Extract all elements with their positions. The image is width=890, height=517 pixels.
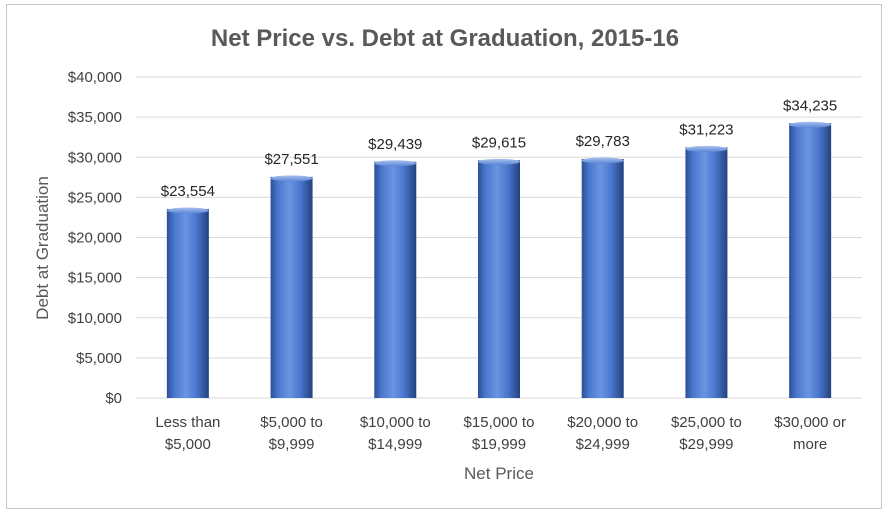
data-label: $27,551 (264, 151, 318, 168)
category-label-line: $5,000 (165, 436, 211, 453)
category-label-line: $29,999 (679, 436, 733, 453)
category-label-line: $24,999 (576, 436, 630, 453)
y-tick-label: $40,000 (68, 69, 122, 86)
category-label-line: $15,000 to (464, 414, 535, 431)
data-labels: $23,554 $27,551 $29,439 $29,615 $29,783 $31,2… (161, 97, 838, 200)
category-label-line: $5,000 to (260, 414, 323, 431)
y-tick-label: $25,000 (68, 189, 122, 206)
bar-cap (581, 157, 624, 164)
data-label: $34,235 (783, 97, 837, 114)
category-label: $20,000 to $24,999 (567, 414, 638, 453)
category-label: $25,000 to $29,999 (671, 414, 742, 453)
bar (581, 157, 624, 398)
data-label: $23,554 (161, 183, 215, 200)
category-label-line: $10,000 to (360, 414, 431, 431)
bar-body (581, 158, 624, 398)
x-axis-categories: Less than $5,000 $5,000 to $9,999 $10,000 to… (155, 414, 846, 453)
bar-body (685, 147, 728, 398)
category-label: Less than $5,000 (155, 414, 220, 453)
chart-frame (6, 4, 882, 509)
bar-cap (166, 207, 209, 214)
y-tick-label: $0 (105, 390, 122, 407)
bar-cap (789, 121, 832, 128)
bar-cap (270, 175, 313, 182)
category-label-line: $30,000 or (774, 414, 846, 431)
y-tick-label: $35,000 (68, 109, 122, 126)
category-label: $10,000 to $14,999 (360, 414, 431, 453)
bar-cap (374, 160, 417, 167)
bar (789, 121, 832, 398)
category-label-line: $20,000 to (567, 414, 638, 431)
bar (685, 145, 728, 398)
y-axis-ticks: $0 $5,000 $10,000 $15,000 $20,000 $25,000 $30,… (68, 69, 122, 407)
bar-body (374, 161, 417, 398)
bars (166, 121, 832, 398)
category-label: $5,000 to $9,999 (260, 414, 323, 453)
chart-title: Net Price vs. Debt at Graduation, 2015-1… (211, 25, 679, 52)
category-label-line: $9,999 (269, 436, 315, 453)
category-label-line: more (793, 436, 827, 453)
bar-body (789, 123, 832, 398)
category-label-line: Less than (155, 414, 220, 431)
bar-cap (478, 158, 520, 165)
bar-body (270, 176, 313, 398)
bar (478, 158, 520, 398)
bar-body (478, 160, 520, 398)
data-label: $29,783 (576, 133, 630, 150)
y-axis-title: Debt at Graduation (33, 176, 52, 320)
bar (166, 207, 209, 398)
x-axis-title: Net Price (464, 464, 534, 483)
y-tick-label: $5,000 (76, 350, 122, 367)
bar-cap (685, 145, 728, 152)
y-tick-label: $30,000 (68, 149, 122, 166)
bar-body (166, 208, 209, 398)
y-tick-label: $20,000 (68, 230, 122, 247)
data-label: $29,615 (472, 134, 526, 151)
y-tick-label: $10,000 (68, 310, 122, 327)
bar (374, 160, 417, 398)
y-tick-label: $15,000 (68, 270, 122, 287)
data-label: $29,439 (368, 136, 422, 153)
bar (270, 175, 313, 398)
category-label: $30,000 or more (774, 414, 846, 453)
data-label: $31,223 (679, 121, 733, 138)
category-label: $15,000 to $19,999 (464, 414, 535, 453)
category-label-line: $19,999 (472, 436, 526, 453)
category-label-line: $14,999 (368, 436, 422, 453)
category-label-line: $25,000 to (671, 414, 742, 431)
